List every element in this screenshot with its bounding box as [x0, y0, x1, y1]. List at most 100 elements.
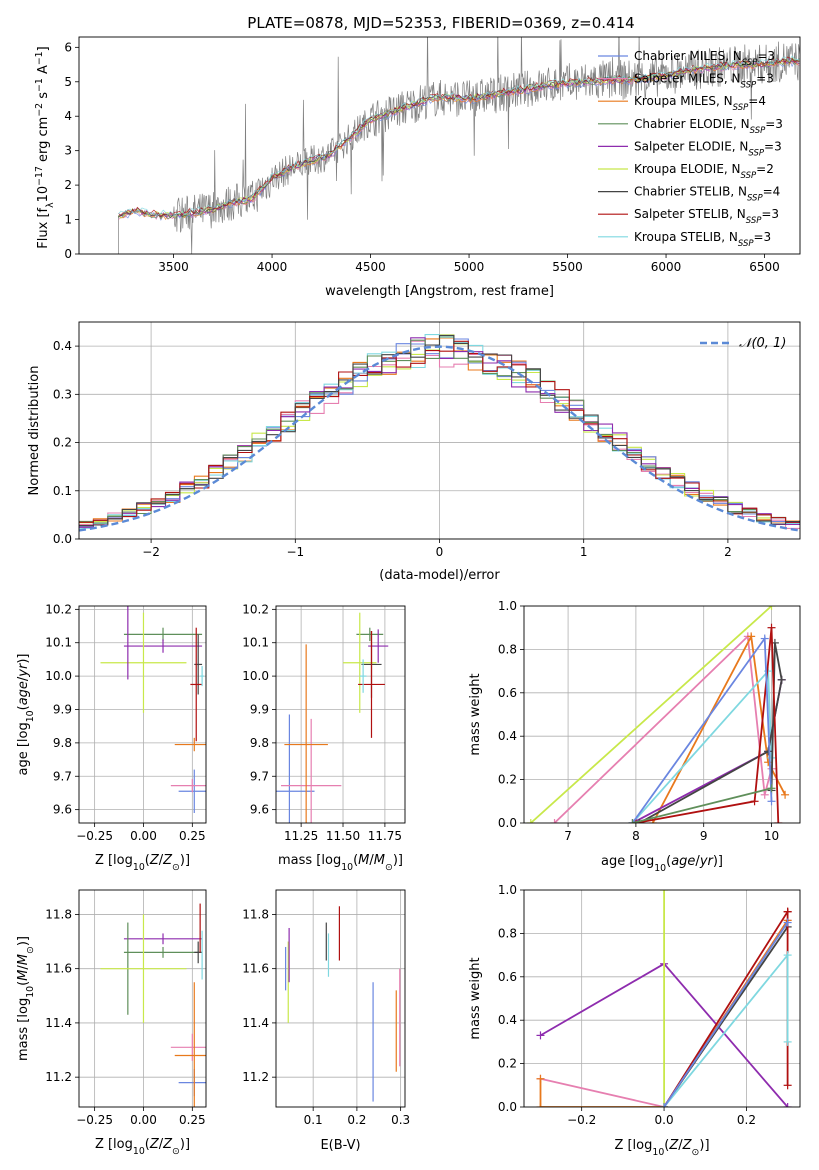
y-tick-label: 10.0 — [242, 669, 269, 683]
plot-area — [79, 606, 206, 823]
y-tick-label: 10.1 — [45, 636, 72, 650]
y-tick-label: 9.8 — [250, 736, 269, 750]
model-salpeter-stelib — [118, 56, 800, 217]
histogram-salpeter-stelib — [79, 340, 800, 523]
weight-line-chabrier-miles — [663, 921, 789, 1107]
axes-frame — [523, 605, 801, 824]
y-tick-label: 0.6 — [498, 686, 517, 700]
x-axis-label: mass [log10(M/M⊙)] — [278, 853, 403, 873]
y-tick-label: 10.2 — [242, 602, 269, 616]
y-tick-label: 0.2 — [53, 436, 72, 450]
x-tick-label: 11.75 — [368, 829, 402, 843]
x-tick-label: −0.2 — [567, 1113, 596, 1127]
y-tick-label: 11.8 — [242, 907, 269, 921]
plot-area — [524, 890, 800, 1107]
y-tick-label: 6 — [64, 40, 72, 54]
weight-line-salpeter-stelib — [663, 908, 789, 1107]
legend-label: Salpeter STELIB, NSSP=3 — [634, 207, 779, 226]
x-tick-label: 0.3 — [391, 1113, 410, 1127]
x-tick-label: 6000 — [651, 260, 682, 274]
y-tick-label: 0.2 — [498, 1057, 517, 1071]
y-tick-label: 9.8 — [53, 736, 72, 750]
y-tick-label: 10.0 — [45, 669, 72, 683]
weight-line-kroupa-elodie — [530, 606, 773, 823]
y-tick-label: 10.1 — [242, 636, 269, 650]
legend: Chabrier MILES, NSSP=3 Salpeter MILES, NS… — [598, 49, 783, 249]
y-tick-label: 1.0 — [498, 883, 517, 897]
x-tick-label: 0.25 — [179, 829, 206, 843]
y-tick-label: 0.2 — [498, 773, 517, 787]
normal-reference-curve — [79, 345, 800, 532]
y-tick-label: 11.4 — [45, 1016, 72, 1030]
y-tick-label: 11.6 — [45, 962, 72, 976]
x-axis-label: Z [log10(Z/Z⊙)] — [614, 1138, 709, 1158]
x-tick-label: −1 — [286, 545, 304, 559]
legend-label: Chabrier STELIB, NSSP=4 — [634, 185, 780, 204]
plot-area — [276, 890, 405, 1107]
x-axis-label: wavelength [Angstrom, rest frame] — [325, 284, 554, 299]
x-tick-label: 0.0 — [655, 1113, 674, 1127]
x-tick-label: −0.25 — [76, 829, 113, 843]
y-tick-label: 0.1 — [53, 484, 72, 498]
legend-label: Kroupa MILES, NSSP=4 — [634, 94, 766, 113]
y-tick-label: 3 — [64, 144, 72, 158]
observed-spectrum — [118, 37, 800, 254]
x-tick-label: 0.2 — [347, 1113, 366, 1127]
x-tick-label: 4500 — [355, 260, 386, 274]
y-tick-label: 0.8 — [498, 642, 517, 656]
x-tick-label: 0.1 — [304, 1113, 323, 1127]
y-tick-label: 9.6 — [250, 803, 269, 817]
y-tick-label: 1 — [64, 213, 72, 227]
panel-weight-vs-age: 7 8 9 10 0.0 0.2 0.4 0.6 0.8 1.0 age [log10(age/yr… — [468, 599, 801, 874]
axes-frame — [523, 889, 801, 1108]
x-tick-label: 4000 — [257, 260, 288, 274]
y-tick-label: 0 — [64, 247, 72, 261]
plot-area — [79, 890, 206, 1107]
panels: 3500 4000 4500 5000 5500 6000 6500 0 1 2 3 4 5 6 wavel… — [16, 36, 801, 1158]
legend-label: Kroupa ELODIE, NSSP=2 — [634, 162, 774, 181]
axes-frame — [275, 605, 406, 824]
y-tick-label: 9.7 — [53, 769, 72, 783]
panel-residuals: −2 −1 0 1 2 0.0 0.1 0.2 0.3 0.4 𝒩(0, 1) (data-model… — [27, 321, 801, 583]
x-tick-label: 8 — [632, 829, 640, 843]
histogram-chabrier-stelib — [79, 334, 800, 527]
weight-line-salpeter-miles — [553, 634, 773, 823]
axes-frame — [78, 36, 801, 255]
legend-label: 𝒩(0, 1) — [739, 336, 786, 351]
axes-frame — [275, 889, 406, 1108]
y-axis-label: mass [log10(M/M⊙)] — [16, 936, 36, 1061]
plot-area — [118, 37, 800, 254]
legend-label: Chabrier ELODIE, NSSP=3 — [634, 117, 783, 136]
x-tick-label: 11.50 — [326, 829, 360, 843]
y-tick-label: 10.2 — [45, 602, 72, 616]
x-axis-label: (data-model)/error — [379, 568, 500, 583]
y-tick-label: 0.0 — [53, 532, 72, 546]
y-tick-label: 9.9 — [250, 702, 269, 716]
y-tick-label: 0.4 — [498, 1013, 517, 1027]
weight-line-kroupa-stelib — [631, 668, 773, 823]
model-kroupa-elodie — [118, 57, 800, 219]
figure-title: PLATE=0878, MJD=52353, FIBERID=0369, z=0… — [247, 14, 634, 32]
legend-label: Kroupa STELIB, NSSP=3 — [634, 230, 771, 249]
x-tick-label: 0.00 — [130, 829, 157, 843]
x-tick-label: 3500 — [158, 260, 189, 274]
y-axis-label: mass weight — [468, 673, 483, 755]
y-tick-label: 11.6 — [242, 962, 269, 976]
x-tick-label: 5000 — [454, 260, 485, 274]
legend-label: Chabrier MILES, NSSP=3 — [634, 49, 775, 68]
x-tick-label: 0.2 — [737, 1113, 756, 1127]
x-axis-label: Z [log10(Z/Z⊙)] — [95, 853, 190, 873]
y-tick-label: 2 — [64, 178, 72, 192]
x-tick-label: 0.00 — [130, 1113, 157, 1127]
y-axis-label: Normed distribution — [27, 366, 42, 496]
y-tick-label: 11.2 — [242, 1070, 269, 1084]
x-tick-label: 9 — [700, 829, 708, 843]
axes-frame — [78, 605, 207, 824]
plot-area — [79, 322, 800, 539]
x-tick-label: −0.25 — [76, 1113, 113, 1127]
y-tick-label: 0.0 — [498, 816, 517, 830]
y-tick-label: 11.4 — [242, 1016, 269, 1030]
weight-line-chabrier-stelib — [638, 642, 783, 823]
y-tick-label: 0.0 — [498, 1100, 517, 1114]
